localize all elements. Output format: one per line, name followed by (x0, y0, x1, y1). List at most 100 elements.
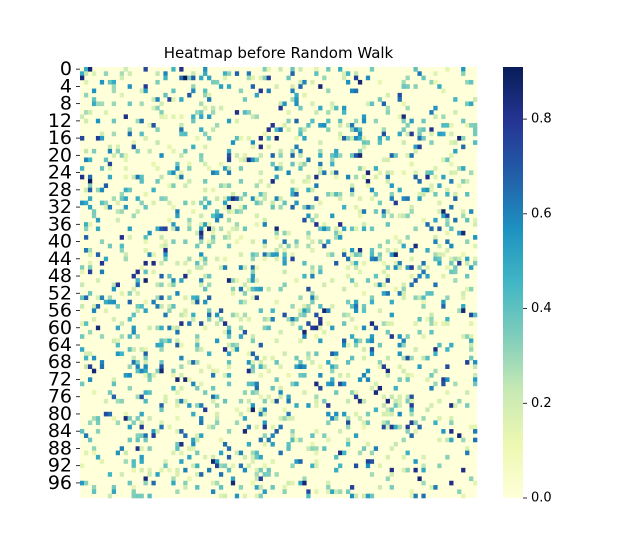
heatmap-cell (226, 429, 232, 434)
heatmap-cell (80, 480, 85, 486)
heatmap-cell (254, 381, 259, 387)
heatmap-cell (409, 394, 414, 400)
heatmap-cell (310, 360, 315, 365)
heatmap-cell (405, 235, 410, 240)
heatmap-cell (187, 454, 192, 460)
heatmap-cell (135, 368, 140, 374)
heatmap-cell (465, 179, 470, 184)
heatmap-cell (183, 75, 188, 81)
heatmap-cell (111, 153, 117, 158)
heatmap-cell (87, 377, 93, 382)
heatmap-cell (238, 299, 244, 305)
heatmap-cell (203, 88, 208, 94)
heatmap-cell (159, 420, 164, 426)
heatmap-cell (179, 75, 184, 81)
heatmap-cell (163, 239, 168, 245)
heatmap-cell (473, 97, 478, 102)
heatmap-cell (207, 424, 212, 430)
heatmap-cell (95, 118, 101, 124)
heatmap-cell (413, 493, 418, 499)
heatmap-cell (214, 338, 220, 344)
heatmap-cell (429, 321, 434, 326)
heatmap-cell (163, 338, 168, 344)
heatmap-cell (238, 252, 244, 257)
heatmap-cell (179, 153, 184, 158)
heatmap-cell (322, 308, 327, 313)
heatmap-cell (445, 222, 450, 227)
heatmap-cell (207, 312, 212, 318)
heatmap-cell (401, 295, 406, 301)
heatmap-cell (274, 127, 279, 132)
heatmap-cell (397, 403, 402, 408)
heatmap-cell (385, 291, 390, 296)
heatmap-cell (203, 161, 208, 167)
heatmap-cell (250, 368, 255, 374)
y-tick-label: 52 (48, 282, 72, 304)
heatmap-cell (389, 485, 394, 490)
heatmap-cell (222, 235, 228, 240)
heatmap-cell (147, 148, 152, 154)
heatmap-cell (238, 265, 244, 270)
heatmap-cell (405, 75, 410, 81)
heatmap-cell (123, 166, 128, 171)
heatmap-cell (111, 88, 117, 94)
heatmap-cell (95, 304, 101, 309)
heatmap-cell (171, 368, 176, 374)
heatmap-cell (83, 433, 89, 438)
heatmap-cell (250, 338, 255, 344)
heatmap-cell (469, 342, 474, 348)
heatmap-cell (91, 450, 97, 456)
heatmap-cell (409, 493, 414, 499)
heatmap-cell (250, 157, 255, 163)
heatmap-cell (361, 140, 367, 145)
heatmap-cell (298, 325, 303, 331)
heatmap-cell (361, 308, 367, 313)
heatmap-cell (353, 127, 359, 132)
heatmap-cell (469, 209, 474, 214)
heatmap-cell (445, 437, 450, 443)
heatmap-cell (286, 398, 291, 404)
heatmap-cell (334, 191, 339, 197)
heatmap-cell (302, 161, 307, 167)
heatmap-cell (310, 463, 315, 469)
heatmap-cell (167, 200, 172, 206)
heatmap-cell (449, 140, 454, 145)
heatmap-cell (246, 157, 252, 163)
heatmap-cell (433, 71, 438, 76)
heatmap-cell (433, 368, 438, 374)
heatmap-cell (421, 304, 426, 309)
heatmap-cell (266, 252, 271, 257)
heatmap-cell (345, 489, 351, 494)
heatmap-cell (377, 364, 383, 369)
heatmap-cell (381, 282, 386, 288)
heatmap-cell (262, 441, 267, 447)
heatmap-cell (127, 235, 132, 240)
heatmap-cell (83, 92, 89, 98)
heatmap-cell (314, 213, 319, 219)
heatmap-cell (345, 256, 351, 262)
heatmap-cell (191, 316, 196, 322)
heatmap-cell (167, 273, 172, 279)
heatmap-cell (191, 299, 196, 305)
heatmap-cell (314, 429, 319, 434)
heatmap-cell (135, 433, 140, 438)
heatmap-cell (103, 157, 109, 163)
heatmap-cell (226, 71, 232, 76)
heatmap-cell (342, 312, 347, 318)
heatmap-cell (302, 308, 307, 313)
heatmap-cell (195, 299, 200, 305)
heatmap-cell (234, 118, 240, 124)
heatmap-cell (278, 148, 283, 154)
heatmap-cell (143, 84, 148, 89)
heatmap-cell (234, 450, 240, 456)
heatmap-cell (135, 416, 140, 421)
heatmap-cell (445, 123, 450, 128)
heatmap-cell (334, 174, 339, 180)
heatmap-cell (262, 316, 267, 322)
heatmap-cell (211, 213, 216, 219)
heatmap-cell (469, 312, 474, 318)
heatmap-cell (314, 446, 319, 451)
heatmap-cell (127, 437, 132, 443)
heatmap-cell (254, 92, 259, 98)
heatmap-cell (409, 248, 414, 253)
